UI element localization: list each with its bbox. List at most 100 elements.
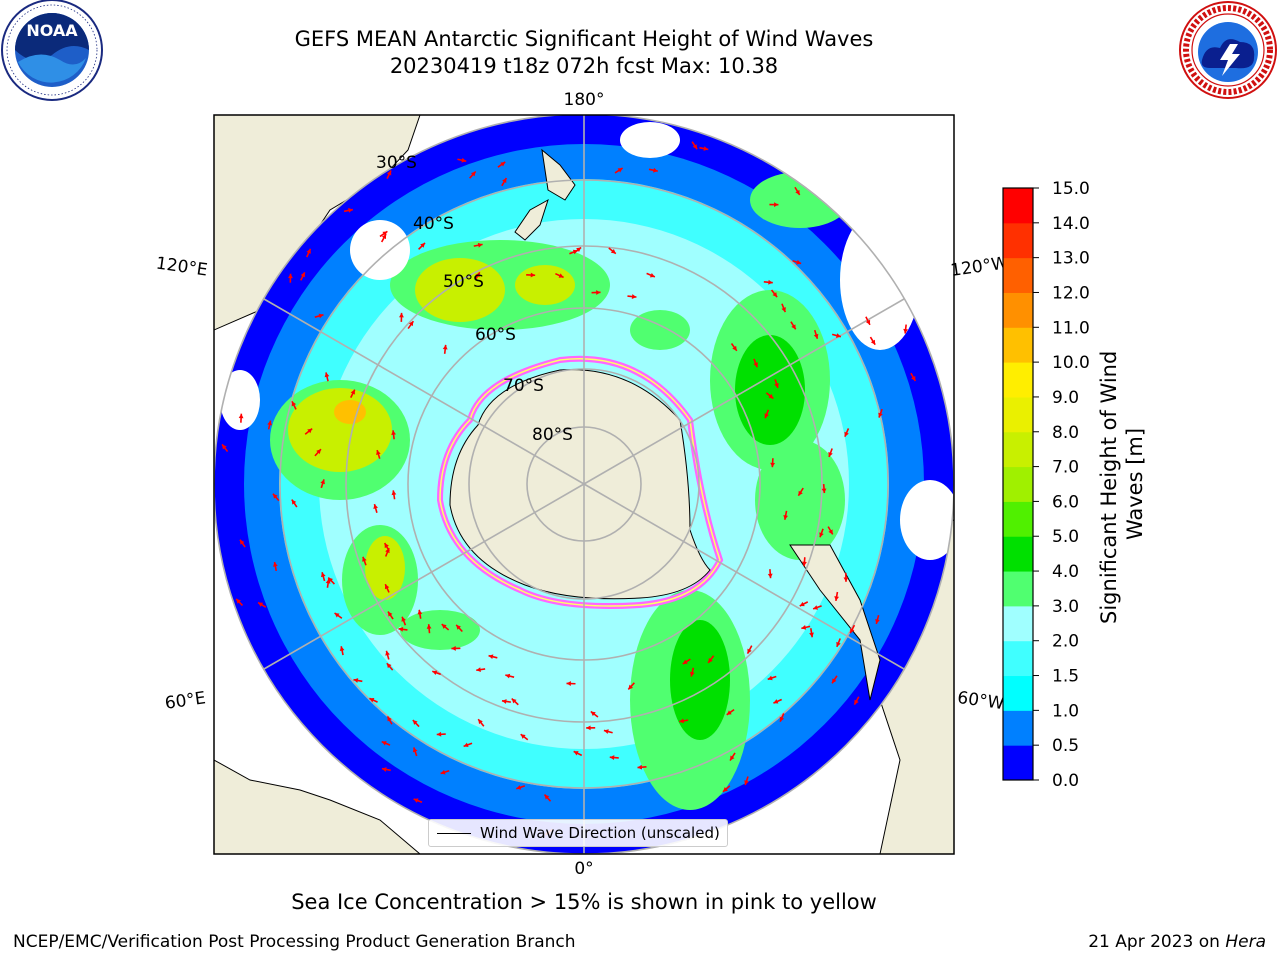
wind-arrow-head (325, 578, 331, 584)
wind-arrow-head (516, 785, 522, 790)
wind-arrow-head (843, 577, 849, 582)
wind-arrow-head (573, 751, 579, 756)
wind-arrow-head (441, 624, 447, 629)
wind-arrow-head (381, 767, 387, 772)
wind-arrow-head (781, 307, 786, 313)
map-legend: Wind Wave Direction (unscaled) (428, 819, 728, 847)
wind-arrow-head (238, 413, 244, 419)
wind-arrow-head (382, 231, 388, 236)
wind-arrow-head (316, 449, 321, 455)
wind-arrow-head (772, 292, 778, 298)
wind-arrow-head (426, 624, 432, 629)
wind-arrow-head (320, 572, 326, 578)
wind-arrow-head (813, 333, 819, 339)
wind-arrow-head (320, 479, 325, 485)
wind-arrow-head (819, 532, 824, 538)
wind-arrow-head (747, 648, 752, 654)
wind-arrow-head (753, 362, 758, 368)
wind-arrow-head (288, 273, 293, 279)
wind-arrow-head (791, 324, 796, 330)
wind-arrow-head (291, 499, 297, 505)
wind-arrow-head (408, 321, 414, 327)
wind-arrow-head (470, 171, 476, 177)
wind-arrow-head (236, 598, 241, 604)
wind-arrow-head (576, 247, 582, 253)
lon-label-60e: 60°E (164, 688, 207, 713)
footer-host: Hera (1225, 932, 1266, 952)
wind-arrow-head (501, 699, 507, 704)
wind-arrow-head (783, 514, 789, 520)
wind-arrow-head (324, 372, 330, 378)
wind-arrow-head (376, 450, 381, 455)
wind-arrow-head (328, 577, 333, 583)
wind-arrow-head (708, 657, 713, 663)
wind-arrow-head (796, 259, 802, 265)
wind-arrow-head (477, 242, 483, 248)
nws-logo (1179, 1, 1277, 99)
wind-arrow-head (870, 339, 876, 345)
wind-arrow-head (239, 539, 245, 545)
wind-arrow-head (726, 710, 732, 715)
wind-arrow-head (770, 462, 776, 468)
wind-arrow-head (590, 711, 596, 717)
chart-title: GEFS MEAN Antarctic Significant Height o… (294, 27, 874, 51)
wind-arrow-head (809, 632, 814, 638)
wind-arrow-head (399, 312, 404, 318)
wind-arrow-head (558, 273, 564, 278)
noaa-logo-text: NOAA (26, 21, 78, 40)
wind-arrow-head (544, 794, 550, 800)
wind-arrow-head (768, 393, 774, 399)
wind-arrow-head (381, 741, 387, 746)
wind-arrow-head (505, 673, 511, 679)
wind-arrow-head (835, 333, 841, 338)
wind-arrow-head (854, 699, 859, 705)
wind-arrow-head (795, 189, 800, 195)
wind-arrow-head (334, 613, 340, 618)
wind-arrow-head (306, 248, 311, 254)
wind-arrow-head (272, 493, 278, 499)
wind-arrow-head (530, 272, 536, 278)
wind-arrow-head (398, 626, 404, 632)
wind-arrow-head (391, 490, 397, 496)
wind-arrow-head (773, 202, 779, 208)
wind-arrow-head (222, 444, 227, 450)
footer-date: 21 Apr 2023 on Hera (1088, 932, 1266, 952)
wind-arrow-head (703, 146, 709, 151)
wind-arrow-head (385, 650, 390, 656)
map-frame (213, 114, 955, 855)
wind-arrow-head (451, 646, 456, 651)
wind-arrow-head (353, 678, 359, 683)
wind-arrow-head (875, 619, 880, 624)
wind-arrow-head (440, 769, 446, 775)
wind-arrow-head (362, 556, 367, 562)
wind-arrow-head (502, 178, 507, 184)
wind-arrow-head (911, 376, 916, 382)
australia-land (214, 115, 421, 331)
wind-arrow-head (475, 272, 480, 278)
sea-ice-caption: Sea Ice Concentration > 15% is shown in … (291, 890, 877, 914)
lon-label-120e: 120°E (155, 254, 209, 281)
wind-arrow-head (628, 684, 634, 690)
wind-arrow-head (318, 313, 324, 319)
wind-arrow-head (369, 698, 375, 703)
wind-arrow-head (744, 780, 749, 786)
lon-label-120w: 120°W (949, 253, 1009, 281)
wind-arrow-head (500, 161, 506, 167)
noaa-logo: NOAA (1, 0, 103, 101)
wind-arrow-head (637, 764, 643, 770)
wind-arrow-head (412, 720, 418, 725)
wind-arrow-head (348, 208, 353, 213)
wind-arrow-head (401, 616, 406, 622)
wind-arrow-head (732, 345, 737, 351)
wind-arrow-head (764, 413, 769, 419)
legend-line-swatch (437, 832, 471, 834)
wind-arrow-head (413, 798, 419, 803)
wind-arrow-head (802, 561, 807, 567)
chart-subtitle: 20230419 t18z 072h fcst Max: 10.38 (389, 54, 779, 78)
wind-arrow-head (463, 742, 469, 748)
wind-arrow-head (631, 294, 637, 299)
wind-arrow-head (307, 428, 313, 434)
lon-label-180: 180° (564, 90, 605, 110)
wind-arrow-head (865, 319, 871, 325)
